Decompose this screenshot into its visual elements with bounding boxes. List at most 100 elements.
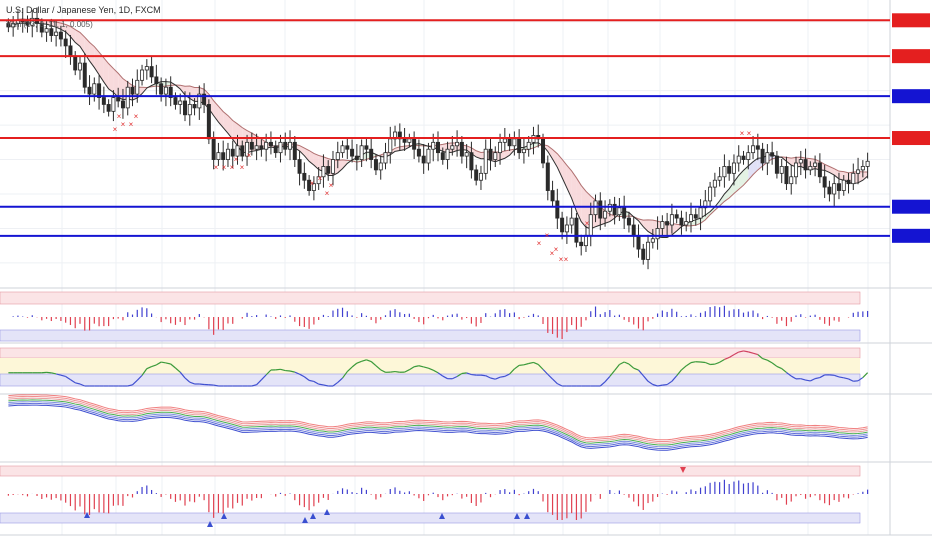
tdi-line-segment — [599, 381, 606, 387]
candle-up — [316, 176, 321, 185]
tdi-line-segment — [370, 361, 377, 367]
candle-up — [11, 23, 16, 28]
candle-down — [636, 234, 641, 250]
tdi-line-segment — [504, 373, 510, 377]
candle-down — [560, 217, 565, 233]
tdi-line-segment — [351, 362, 358, 368]
tdi-line-segment — [175, 367, 181, 373]
candle-down — [82, 62, 87, 88]
indicator-panes — [0, 291, 869, 527]
tdi-line-segment — [719, 358, 725, 363]
tdi-line-segment — [394, 370, 400, 373]
tdi-line-segment — [151, 364, 157, 368]
mega-buy-triangle — [439, 513, 445, 519]
tdi-line-segment — [619, 361, 625, 366]
ranger-band-line — [8, 399, 868, 446]
tdi-line-segment — [728, 354, 735, 358]
tdi-line-segment — [366, 359, 372, 363]
tdi-line-segment — [356, 360, 362, 364]
cloud-segment — [180, 85, 186, 95]
cloud-segment — [390, 148, 396, 155]
candlesticks — [6, 7, 870, 270]
cloud-segment — [729, 181, 734, 198]
candle-up — [388, 138, 393, 154]
cloud-segment — [118, 73, 123, 100]
candle-up — [288, 141, 293, 150]
candle-up — [359, 145, 364, 160]
cloud-segment — [223, 111, 228, 134]
mega-buy-triangle — [524, 513, 530, 519]
sell-cross-marker: × — [747, 129, 752, 138]
tdi-line-segment — [299, 373, 305, 378]
sell-cross-marker: × — [247, 151, 252, 160]
candle-up — [717, 176, 722, 181]
candle-down — [507, 138, 512, 147]
sell-cross-marker: × — [550, 249, 555, 258]
candle-down — [345, 145, 350, 150]
candle-down — [206, 104, 211, 140]
mega-sell-triangle — [680, 467, 686, 473]
candle-down — [240, 145, 245, 157]
tdi-line-segment — [256, 379, 262, 386]
candle-up — [254, 145, 259, 150]
cloud-segment — [309, 150, 314, 166]
tdi-line-segment — [456, 373, 463, 378]
candle-down — [631, 224, 636, 236]
tdi-line-segment — [346, 366, 353, 372]
mega-buy-triangle — [207, 521, 213, 527]
candle-up — [330, 159, 335, 174]
signal-markers: ×× ×× ×× × × ×× ××××××××× ×××× × — [113, 112, 752, 264]
sell-cross-marker: × — [559, 255, 564, 264]
candle-down — [221, 152, 226, 160]
candle-up — [216, 152, 221, 160]
tdi-line-segment — [652, 383, 658, 387]
candle-up — [502, 138, 507, 143]
cloud-segment — [89, 42, 95, 68]
candle-up — [464, 152, 469, 157]
candle-up — [564, 224, 569, 233]
candle-down — [421, 155, 426, 164]
candle-up — [235, 145, 240, 157]
candle-down — [574, 217, 579, 243]
candle-down — [541, 138, 546, 164]
sell-cross-marker: × — [310, 179, 315, 188]
candle-down — [469, 152, 474, 171]
level-price-tag — [892, 13, 930, 28]
tdi-line-segment — [762, 358, 768, 361]
candle-up — [445, 148, 450, 160]
sell-cross-marker: × — [240, 163, 245, 172]
candle-up — [54, 31, 59, 36]
candle-down — [827, 186, 832, 195]
cloud-segment — [108, 63, 114, 93]
candle-up — [521, 148, 526, 154]
candle-down — [116, 97, 121, 102]
tdi-line-segment — [265, 369, 272, 376]
tdi-line-segment — [781, 368, 787, 373]
tdi-line-segment — [380, 369, 386, 373]
cloud-segment — [834, 168, 839, 179]
candle-down — [459, 141, 464, 157]
tdi-line-segment — [552, 378, 558, 385]
candle-down — [154, 76, 159, 85]
candle-up — [722, 166, 727, 178]
candle-up — [493, 152, 498, 160]
candle-down — [555, 200, 560, 219]
tdi-line-segment — [189, 381, 195, 385]
sell-cross-marker: × — [134, 112, 139, 121]
candle-down — [741, 155, 746, 160]
tdi-line-segment — [390, 370, 396, 373]
candle-up — [588, 214, 593, 236]
horizontal-levels — [0, 13, 930, 243]
tdi-line-segment — [141, 368, 148, 376]
candle-up — [736, 155, 741, 164]
tdi-line-segment — [461, 372, 467, 375]
tdi-line-segment — [819, 374, 825, 379]
tdi-line-segment — [733, 351, 740, 356]
tdi-line-segment — [294, 371, 300, 375]
cloud-segment — [165, 81, 171, 87]
candle-down — [402, 138, 407, 143]
cloud-segment — [843, 171, 849, 183]
candle-up — [655, 228, 660, 240]
tdi-line-segment — [810, 378, 816, 382]
